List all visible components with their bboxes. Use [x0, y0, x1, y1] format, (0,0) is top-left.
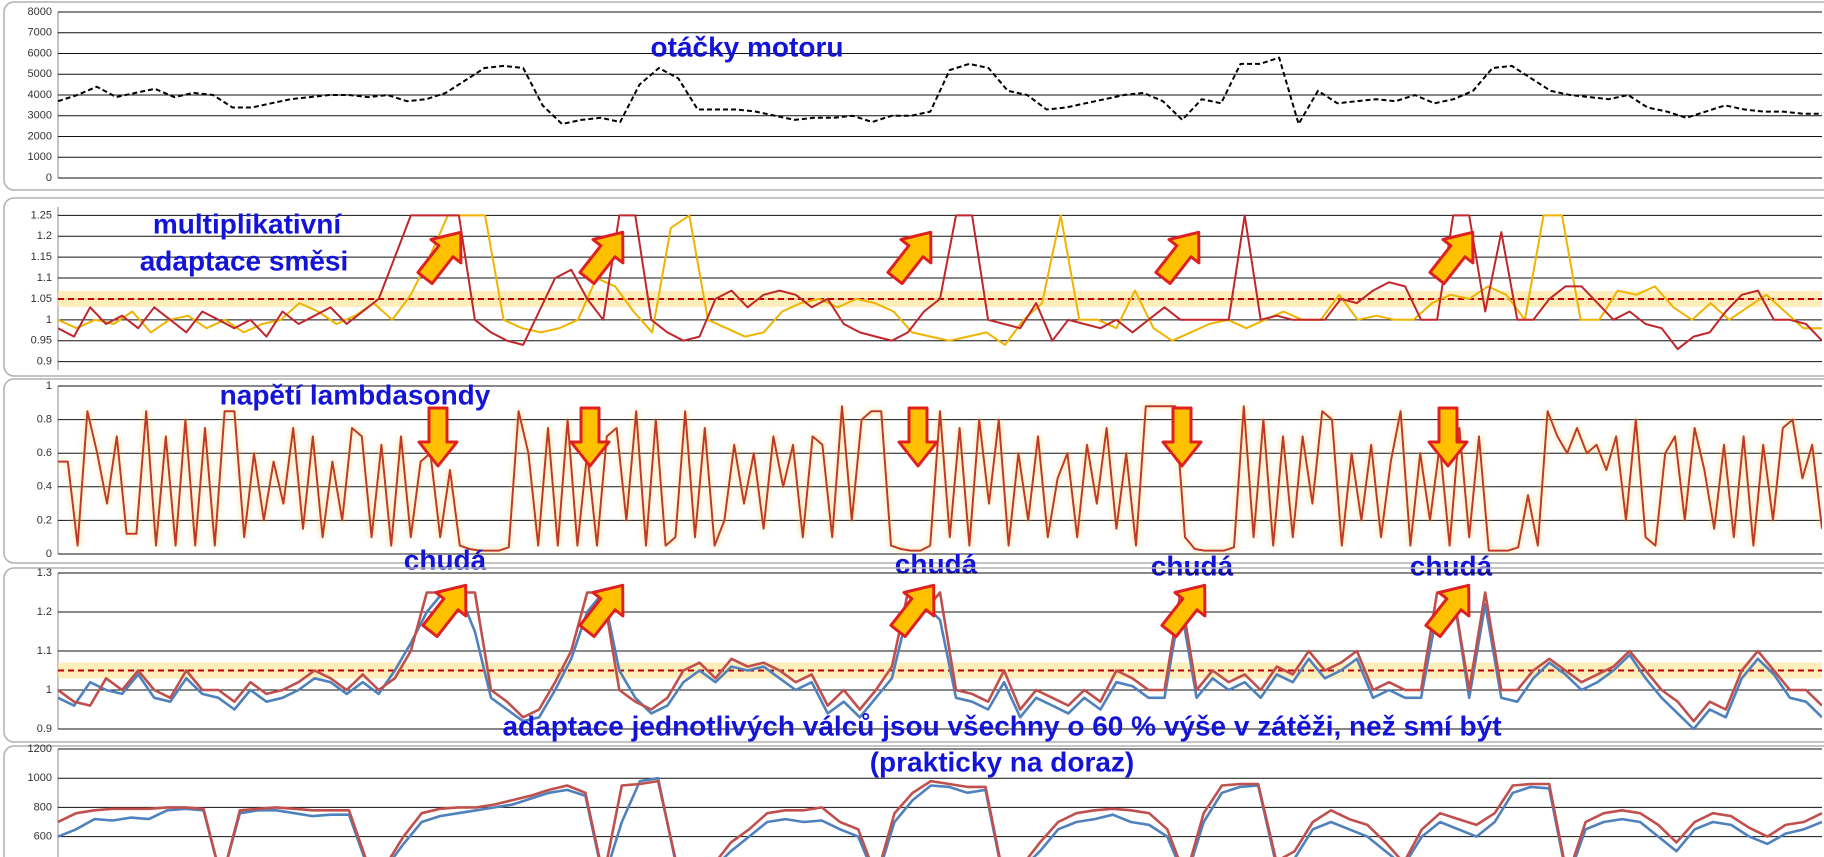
annotation: chudá [1410, 550, 1493, 581]
y-tick-label: 6000 [28, 47, 52, 59]
y-tick-label: 0 [46, 548, 52, 560]
annotation: multiplikativní [153, 208, 342, 239]
y-tick-label: 1 [46, 684, 52, 696]
annotation: chudá [404, 544, 487, 575]
arrow [1427, 406, 1469, 468]
arrow [578, 583, 625, 639]
y-tick-label: 0.9 [37, 356, 52, 368]
panel-frame [3, 378, 1824, 564]
series-line [58, 405, 1822, 552]
annotation: napětí lambdasondy [220, 379, 491, 410]
arrow [1161, 406, 1203, 468]
arrow [1160, 583, 1207, 639]
series-line [58, 591, 1822, 723]
y-tick-label: 1000 [28, 772, 52, 784]
arrow [416, 230, 463, 286]
y-tick-label: 1.05 [31, 293, 52, 305]
arrow [578, 230, 625, 286]
y-tick-label: 0.4 [37, 481, 52, 493]
annotation: adaptace jednotlivých válců jsou všechny… [502, 710, 1501, 741]
y-tick-label: 1.2 [37, 230, 52, 242]
series-line [58, 776, 1822, 857]
y-tick-label: 0.95 [31, 335, 52, 347]
y-tick-label: 3000 [28, 110, 52, 122]
series-line [58, 214, 1822, 346]
series-line [58, 56, 1822, 125]
arrow [886, 230, 933, 286]
series-line [58, 779, 1822, 857]
y-tick-label: 7000 [28, 27, 52, 39]
arrow [1154, 230, 1201, 286]
y-tick-label: 1.1 [37, 272, 52, 284]
arrow [569, 406, 611, 468]
y-tick-label: 1.1 [37, 645, 52, 657]
arrow [1428, 230, 1475, 286]
y-tick-label: 1000 [28, 151, 52, 163]
y-tick-label: 1200 [28, 743, 52, 755]
arrow [889, 583, 936, 639]
arrow [897, 406, 939, 468]
y-tick-label: 0 [46, 172, 52, 184]
arrow [1424, 583, 1471, 639]
annotation: chudá [895, 548, 978, 579]
y-tick-label: 1.2 [37, 606, 52, 618]
y-tick-label: 1.15 [31, 251, 52, 263]
y-tick-label: 8000 [28, 6, 52, 18]
y-tick-label: 1.25 [31, 209, 52, 221]
series-line [58, 214, 1822, 351]
y-tick-label: 0.6 [37, 447, 52, 459]
panel-frame [3, 1, 1824, 191]
y-tick-label: 1.3 [37, 567, 52, 579]
series-line [58, 591, 1822, 731]
arrow [417, 406, 459, 468]
panel-frame [3, 197, 1824, 377]
y-tick-label: 4000 [28, 89, 52, 101]
y-tick-label: 600 [34, 830, 52, 842]
y-tick-label: 0.2 [37, 514, 52, 526]
panel-frame [3, 567, 1824, 743]
annotation: adaptace směsi [140, 245, 349, 276]
y-tick-label: 1 [46, 314, 52, 326]
annotation: chudá [1151, 550, 1234, 581]
y-tick-label: 5000 [28, 68, 52, 80]
y-tick-label: 0.9 [37, 723, 52, 735]
y-tick-label: 2000 [28, 130, 52, 142]
panel-frame [3, 745, 1824, 857]
annotation: otáčky motoru [651, 31, 844, 62]
arrow [421, 583, 468, 639]
y-tick-label: 1 [46, 380, 52, 392]
y-tick-label: 800 [34, 801, 52, 813]
y-tick-label: 0.8 [37, 414, 52, 426]
annotation: (prakticky na doraz) [870, 746, 1135, 777]
